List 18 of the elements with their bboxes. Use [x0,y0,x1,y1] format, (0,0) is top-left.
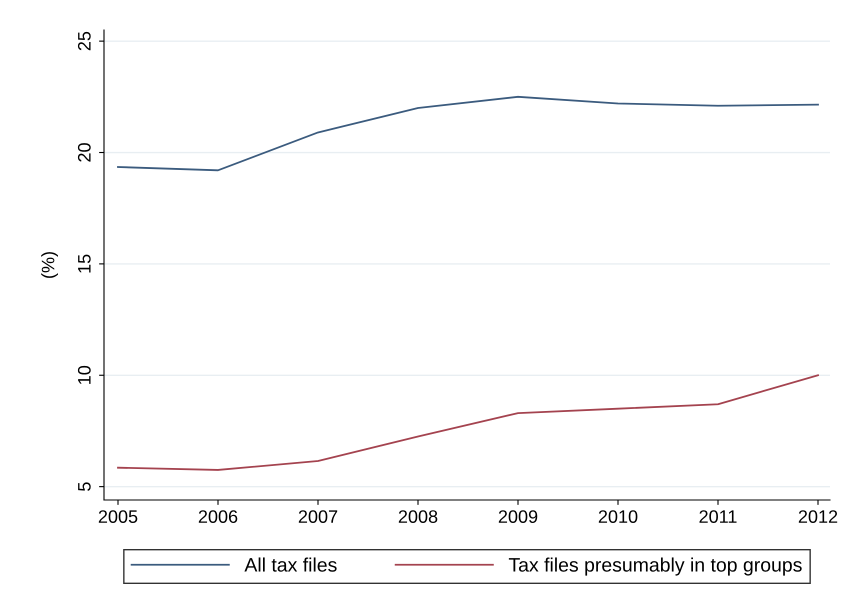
y-tick-label: 15 [78,254,91,273]
x-tick-label: 2011 [699,510,737,523]
x-tick-label: 2007 [298,510,338,523]
y-tick-label: 10 [78,366,91,384]
y-tick-label: 25 [78,32,91,50]
y-tick-label: 20 [78,143,91,162]
line-series [117,96,819,172]
x-tick-label: 2012 [798,510,838,523]
x-tick-label: 2010 [598,510,638,523]
y-axis-title: (%) [41,252,58,278]
x-tick-label: 2006 [198,510,238,523]
x-tick-label: 2009 [498,510,538,523]
legend-label: All tax files [244,557,337,572]
x-tick-label: 2005 [98,510,138,523]
line-series [117,374,819,471]
x-tick-label: 2008 [398,510,438,523]
legend-label: Tax files presumably in top groups [508,557,802,576]
y-tick-label: 5 [78,482,91,491]
